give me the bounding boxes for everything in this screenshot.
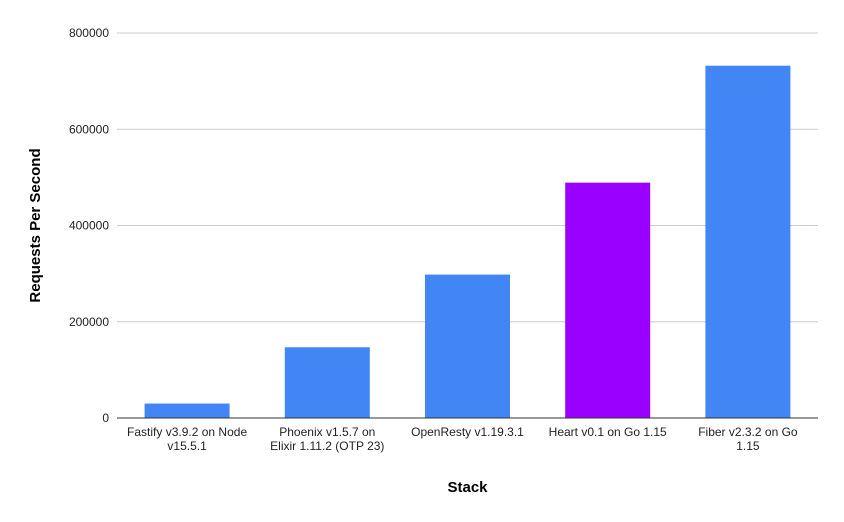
bar [705, 65, 791, 418]
y-axis-title: Requests Per Second [27, 148, 44, 302]
y-tick-label: 400000 [69, 219, 109, 233]
y-tick-labels: 0 200000 400000 600000 800000 [69, 26, 109, 425]
x-category-label: Heart v0.1 on Go 1.15 [549, 425, 667, 439]
bar [425, 274, 510, 418]
x-axis-title: Stack [447, 479, 488, 496]
x-category-label: OpenResty v1.19.3.1 [411, 425, 524, 439]
x-category-label-line: Phoenix v1.5.7 on [279, 425, 375, 439]
bar [565, 182, 651, 418]
bar [284, 347, 370, 418]
bar [144, 403, 230, 418]
y-tick-label: 800000 [69, 26, 109, 40]
y-tick-label: 600000 [69, 122, 109, 136]
bars [144, 65, 791, 418]
x-category-label: Phoenix v1.5.7 on Elixir 1.11.2 (OTP 23) [270, 425, 384, 453]
x-category-label: Fastify v3.9.2 on Node v15.5.1 [127, 425, 247, 453]
x-category-label-line: Fastify v3.9.2 on Node [127, 425, 247, 439]
x-category-labels: Fastify v3.9.2 on Node v15.5.1 Phoenix v1.… [127, 425, 798, 453]
x-category-label-line: Elixir 1.11.2 (OTP 23) [270, 439, 384, 453]
x-category-label-line: v15.5.1 [167, 439, 207, 453]
y-tick-label: 0 [102, 411, 109, 425]
x-category-label-line: Fiber v2.3.2 on Go [698, 425, 798, 439]
x-category-label-line: Heart v0.1 on Go 1.15 [549, 425, 667, 439]
y-tick-label: 200000 [69, 315, 109, 329]
x-category-label-line: 1.15 [736, 439, 760, 453]
x-category-label: Fiber v2.3.2 on Go 1.15 [698, 425, 798, 453]
x-category-label-line: OpenResty v1.19.3.1 [411, 425, 524, 439]
